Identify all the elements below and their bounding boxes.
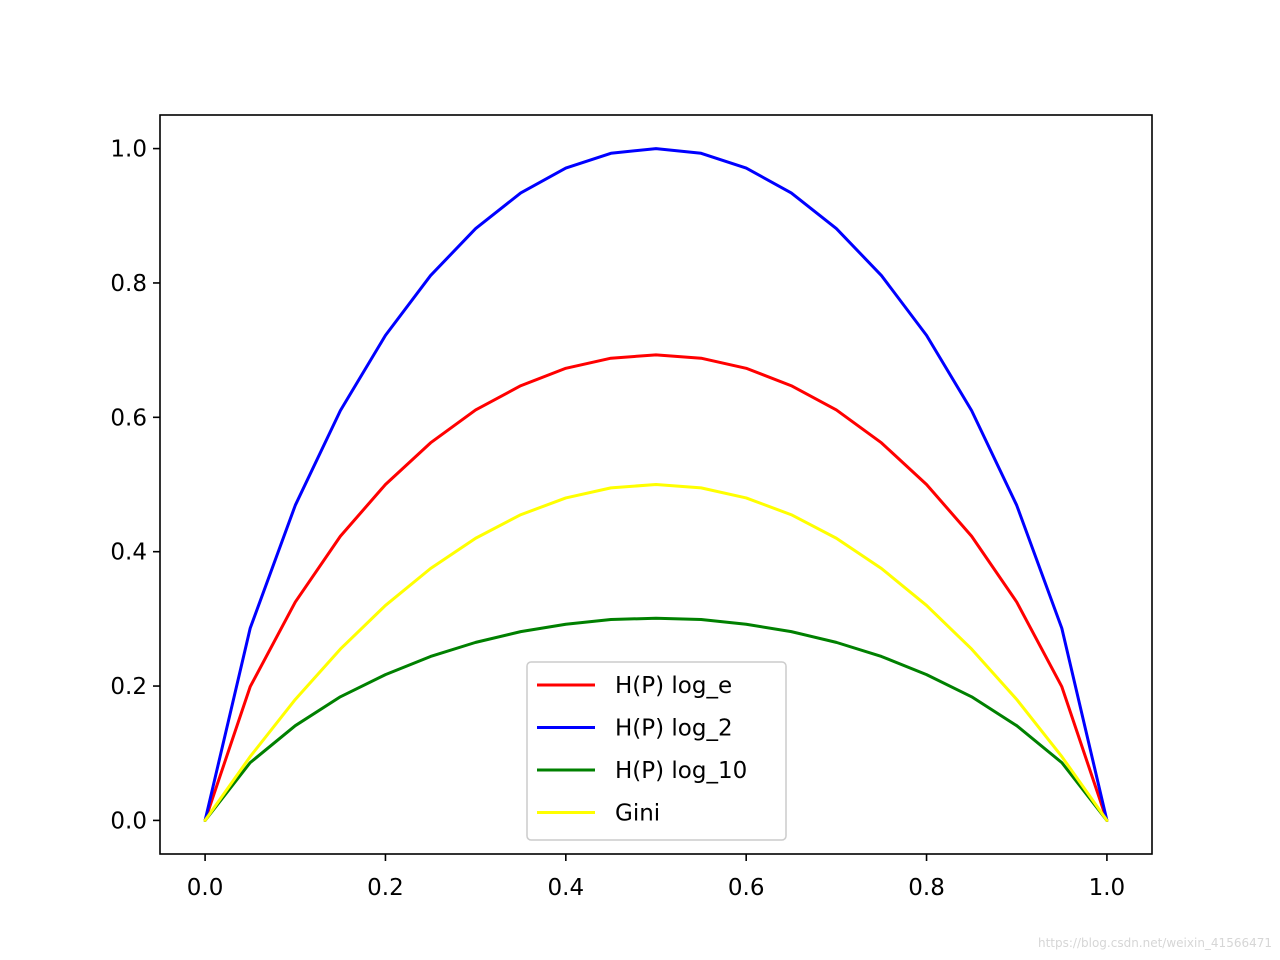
legend: H(P) log_e H(P) log_2 H(P) log_10 Gini xyxy=(526,661,787,841)
plot-frame xyxy=(159,114,1153,855)
y-tick-label: 0.6 xyxy=(110,405,147,431)
legend-label: H(P) log_10 xyxy=(615,758,747,784)
watermark-text: https://blog.csdn.net/weixin_41566471 xyxy=(1038,936,1272,950)
x-tick-label: 0.0 xyxy=(187,875,224,901)
y-axis: 0.0 0.2 0.4 0.6 0.8 1.0 xyxy=(110,137,160,834)
x-tick-label: 1.0 xyxy=(1089,875,1126,901)
series-line-1 xyxy=(203,147,1109,822)
legend-label: H(P) log_2 xyxy=(615,716,733,742)
series-line-2 xyxy=(203,616,1109,822)
y-tick-label: 0.4 xyxy=(110,540,147,566)
series-line-0 xyxy=(203,353,1109,822)
x-axis: 0.0 0.2 0.4 0.6 0.8 1.0 xyxy=(187,854,1125,901)
x-tick-label: 0.2 xyxy=(367,875,404,901)
y-tick-label: 1.0 xyxy=(110,137,147,163)
series-line-3 xyxy=(203,483,1109,822)
x-tick-label: 0.4 xyxy=(548,875,585,901)
y-tick-label: 0.2 xyxy=(110,674,147,700)
y-tick-label: 0.8 xyxy=(110,271,147,297)
legend-label: Gini xyxy=(615,801,660,827)
legend-box xyxy=(526,661,787,841)
x-tick-label: 0.8 xyxy=(908,875,945,901)
series-layer xyxy=(203,147,1109,822)
x-tick-label: 0.6 xyxy=(728,875,765,901)
legend-label: H(P) log_e xyxy=(615,673,732,699)
y-tick-label: 0.0 xyxy=(110,808,147,834)
